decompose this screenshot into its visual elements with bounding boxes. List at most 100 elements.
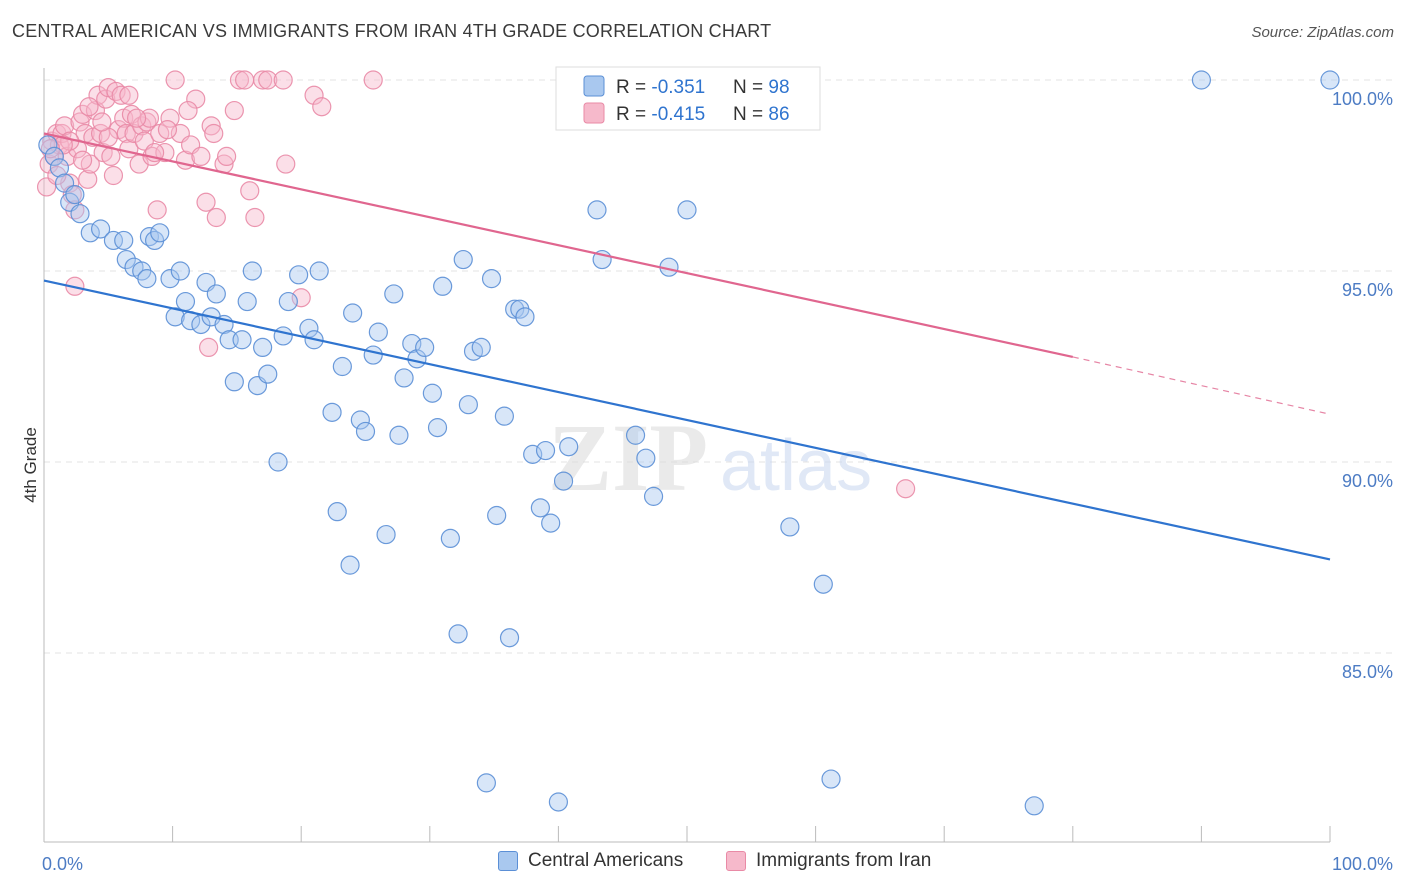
y-tick-label-85: 85.0%	[1342, 662, 1393, 682]
data-point	[72, 150, 93, 170]
data-point	[224, 100, 244, 121]
axes	[43, 68, 1331, 843]
data-point	[476, 773, 496, 793]
data-point	[157, 120, 178, 140]
data-point	[201, 116, 221, 136]
data-point	[499, 628, 520, 648]
data-point	[114, 230, 134, 251]
data-point	[54, 116, 75, 136]
data-point	[175, 291, 196, 312]
data-point	[471, 337, 491, 357]
data-point	[394, 368, 414, 388]
legend-item-central-americans[interactable]: Central Americans	[498, 850, 683, 872]
data-point	[304, 85, 324, 105]
y-tick-label-90: 90.0%	[1342, 471, 1393, 491]
svg-text:R = -0.415: R = -0.415	[616, 104, 705, 125]
data-point	[559, 437, 579, 457]
data-point	[65, 185, 85, 205]
data-point	[350, 410, 370, 430]
series-central-americans	[38, 70, 1340, 816]
data-point	[340, 555, 360, 575]
svg-text:R = -0.351: R = -0.351	[616, 77, 705, 98]
legend-label-central-americans: Central Americans	[528, 850, 684, 871]
data-point	[368, 322, 388, 342]
data-point	[548, 792, 569, 812]
data-point	[229, 70, 250, 90]
watermark-atlas: atlas	[720, 426, 872, 506]
data-point	[116, 249, 136, 270]
data-point	[273, 326, 293, 346]
data-point	[253, 337, 273, 357]
data-point	[258, 364, 278, 384]
data-point	[553, 471, 574, 491]
data-point	[235, 70, 255, 90]
x-tick-label-100: 100.0%	[1332, 854, 1393, 874]
data-point	[389, 425, 409, 445]
data-point	[487, 505, 507, 526]
data-point	[70, 204, 90, 224]
data-point	[541, 513, 561, 533]
data-point	[343, 303, 363, 323]
data-point	[155, 142, 175, 163]
data-point	[312, 97, 332, 117]
data-point	[327, 502, 347, 522]
data-point	[268, 452, 288, 472]
data-point	[38, 135, 58, 155]
data-point	[191, 146, 211, 166]
legend-blue-r-value: -0.351	[651, 77, 705, 98]
watermark-zip: ZIP	[548, 404, 708, 511]
legend-swatch-blue	[583, 75, 605, 97]
legend-blue-n-label: N =	[733, 77, 768, 98]
data-point	[530, 498, 550, 518]
legend-label-immigrants-from-iran: Immigrants from Iran	[756, 850, 932, 871]
svg-text:N = 98: N = 98	[733, 77, 790, 98]
legend-pink-n-value: 86	[768, 104, 789, 125]
data-point	[291, 288, 311, 308]
data-point	[355, 421, 376, 442]
data-point	[96, 89, 116, 109]
legend-item-immigrants-from-iran[interactable]: Immigrants from Iran	[726, 850, 931, 872]
data-point	[821, 769, 841, 789]
x-tick-label-0: 0.0%	[42, 854, 83, 874]
data-point	[79, 97, 99, 117]
data-point	[535, 440, 556, 461]
data-point	[49, 158, 70, 178]
data-point	[523, 444, 543, 464]
data-point	[433, 276, 453, 296]
data-point	[289, 265, 309, 285]
legend-swatch-pink	[583, 102, 605, 124]
data-point	[106, 81, 126, 102]
data-point	[363, 345, 383, 365]
correlation-legend: R = -0.351 N = 98 R = -0.415 N = 86	[555, 66, 821, 131]
data-point	[376, 524, 396, 545]
data-point	[240, 181, 260, 201]
regression-lines	[43, 132, 1331, 561]
data-point	[44, 146, 64, 166]
svg-text:N = 86: N = 86	[733, 104, 790, 125]
data-point	[217, 146, 237, 166]
data-point	[137, 269, 157, 289]
data-point	[415, 337, 435, 357]
data-point	[47, 165, 67, 186]
data-point	[276, 154, 296, 174]
legend-swatch-immigrants-from-iran	[726, 851, 746, 871]
data-point	[440, 528, 460, 549]
data-point	[103, 165, 124, 186]
data-point	[90, 219, 111, 239]
data-point	[636, 448, 656, 468]
data-point	[448, 624, 468, 644]
data-point	[677, 200, 697, 220]
regression-line-central-americans	[43, 279, 1331, 561]
data-point	[70, 112, 90, 132]
data-point	[160, 269, 180, 289]
data-point	[245, 207, 265, 228]
data-point	[780, 517, 800, 537]
data-point	[1024, 796, 1044, 816]
data-point	[273, 70, 293, 90]
data-point	[427, 418, 448, 438]
data-point	[237, 291, 257, 312]
data-point	[196, 192, 216, 212]
legend-blue-n-value: 98	[768, 77, 789, 98]
data-point	[178, 100, 198, 121]
legend-pink-n-label: N =	[733, 104, 768, 125]
